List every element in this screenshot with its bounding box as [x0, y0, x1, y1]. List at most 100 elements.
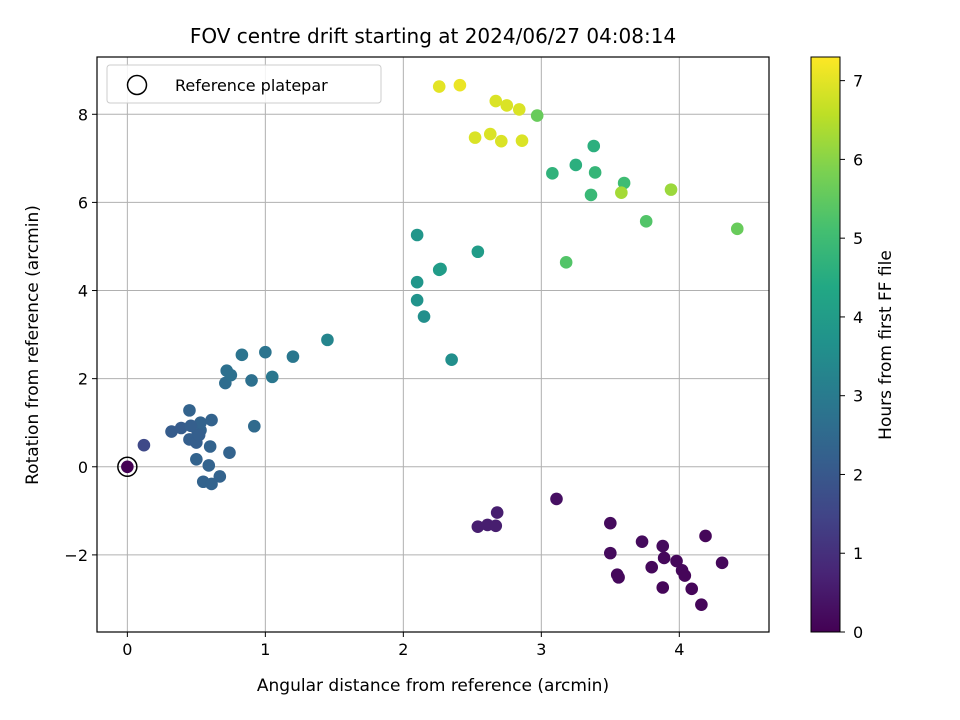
data-point: [656, 581, 670, 594]
data-point: [584, 188, 598, 202]
data-point: [224, 368, 238, 382]
data-point: [259, 345, 272, 359]
x-tick-label: 4: [674, 640, 684, 659]
data-point: [286, 350, 300, 363]
data-point: [453, 78, 467, 92]
data-point: [604, 546, 617, 560]
data-point: [235, 348, 249, 362]
colorbar-title: Hours from first FF file: [876, 250, 896, 440]
data-point: [635, 535, 649, 548]
data-point: [490, 506, 504, 519]
data-point: [588, 166, 602, 179]
data-point: [192, 428, 206, 442]
data-point: [645, 560, 659, 574]
data-point: [670, 554, 683, 568]
y-tick-label: 0: [78, 458, 88, 477]
data-point: [515, 134, 529, 148]
plot-area: 0 1 2 3 4 −2 0 2 4 6 8 Reference platepar: [64, 56, 770, 659]
data-point: [248, 419, 261, 433]
colorbar: 0 1 2 3 4 5 6 7 Hours from first FF file: [810, 56, 896, 642]
axis-ticks: 0 1 2 3 4 −2 0 2 4 6 8: [64, 105, 684, 659]
data-point: [223, 446, 236, 459]
data-point: [410, 228, 424, 242]
data-point: [184, 419, 198, 433]
data-point: [639, 215, 653, 228]
data-point: [730, 222, 744, 236]
data-point: [434, 262, 447, 276]
y-tick-label: 6: [78, 193, 88, 212]
data-point: [410, 275, 424, 289]
data-point: [495, 134, 508, 148]
data-point: [715, 556, 729, 570]
colorbar-tick-label: 2: [853, 465, 863, 484]
data-point: [137, 438, 151, 452]
y-tick-label: 2: [78, 370, 88, 389]
data-point: [468, 131, 482, 144]
legend: Reference platepar: [106, 64, 382, 104]
data-point: [432, 80, 446, 93]
y-axis-title: Rotation from reference (arcmin): [23, 205, 43, 485]
data-point: [678, 569, 692, 582]
data-point: [550, 492, 563, 506]
data-point: [664, 183, 678, 196]
x-tick-label: 0: [122, 640, 132, 659]
data-point: [685, 582, 699, 596]
chart-title: FOV centre drift starting at 2024/06/27 …: [190, 24, 676, 48]
data-point: [612, 571, 625, 584]
data-point: [410, 293, 424, 307]
data-point: [483, 127, 497, 141]
x-tick-label: 2: [398, 640, 408, 659]
data-point: [617, 176, 631, 190]
colorbar-tick-label: 0: [853, 623, 863, 642]
reference-marker: [117, 456, 138, 478]
data-point: [699, 529, 712, 543]
colorbar-tick-label: 6: [853, 150, 863, 169]
data-point: [569, 158, 583, 172]
data-point: [489, 519, 503, 533]
data-point: [205, 413, 218, 427]
data-point: [205, 477, 218, 491]
data-point: [695, 598, 708, 611]
data-point: [165, 425, 178, 438]
data-point: [471, 520, 485, 533]
colorbar-tick-label: 7: [853, 72, 863, 91]
data-point: [656, 539, 670, 553]
colorbar-tick-label: 3: [853, 387, 863, 406]
data-point: [417, 310, 431, 323]
x-tick-label: 1: [260, 640, 270, 659]
data-point: [546, 167, 559, 180]
data-point: [489, 94, 503, 108]
data-point: [183, 404, 196, 417]
data-point: [265, 370, 279, 384]
y-tick-label: 4: [78, 282, 88, 301]
data-point: [500, 99, 514, 112]
data-point: [471, 245, 485, 259]
data-point: [615, 186, 628, 200]
plot-frame: [96, 56, 770, 633]
data-point: [657, 551, 671, 565]
x-tick-label: 3: [536, 640, 546, 659]
data-point: [213, 470, 227, 483]
data-point: [604, 516, 617, 530]
y-tick-label: −2: [64, 546, 88, 565]
colorbar-gradient: [810, 56, 841, 633]
colorbar-tick-label: 5: [853, 229, 863, 248]
data-point: [203, 440, 217, 453]
colorbar-tick-label: 4: [853, 308, 863, 327]
data-point: [174, 421, 188, 435]
data-point: [512, 103, 526, 116]
data-point: [202, 459, 216, 472]
legend-label-reference: Reference platepar: [175, 76, 328, 95]
data-point: [194, 416, 207, 430]
legend-frame: [106, 64, 382, 104]
data-points: [117, 78, 744, 611]
data-point: [530, 109, 544, 122]
colorbar-tick-label: 1: [853, 544, 863, 563]
data-point: [559, 256, 573, 269]
data-point: [190, 452, 203, 466]
data-point: [245, 374, 258, 387]
y-tick-label: 8: [78, 105, 88, 124]
data-point: [321, 333, 334, 347]
x-axis-title: Angular distance from reference (arcmin): [257, 676, 609, 696]
